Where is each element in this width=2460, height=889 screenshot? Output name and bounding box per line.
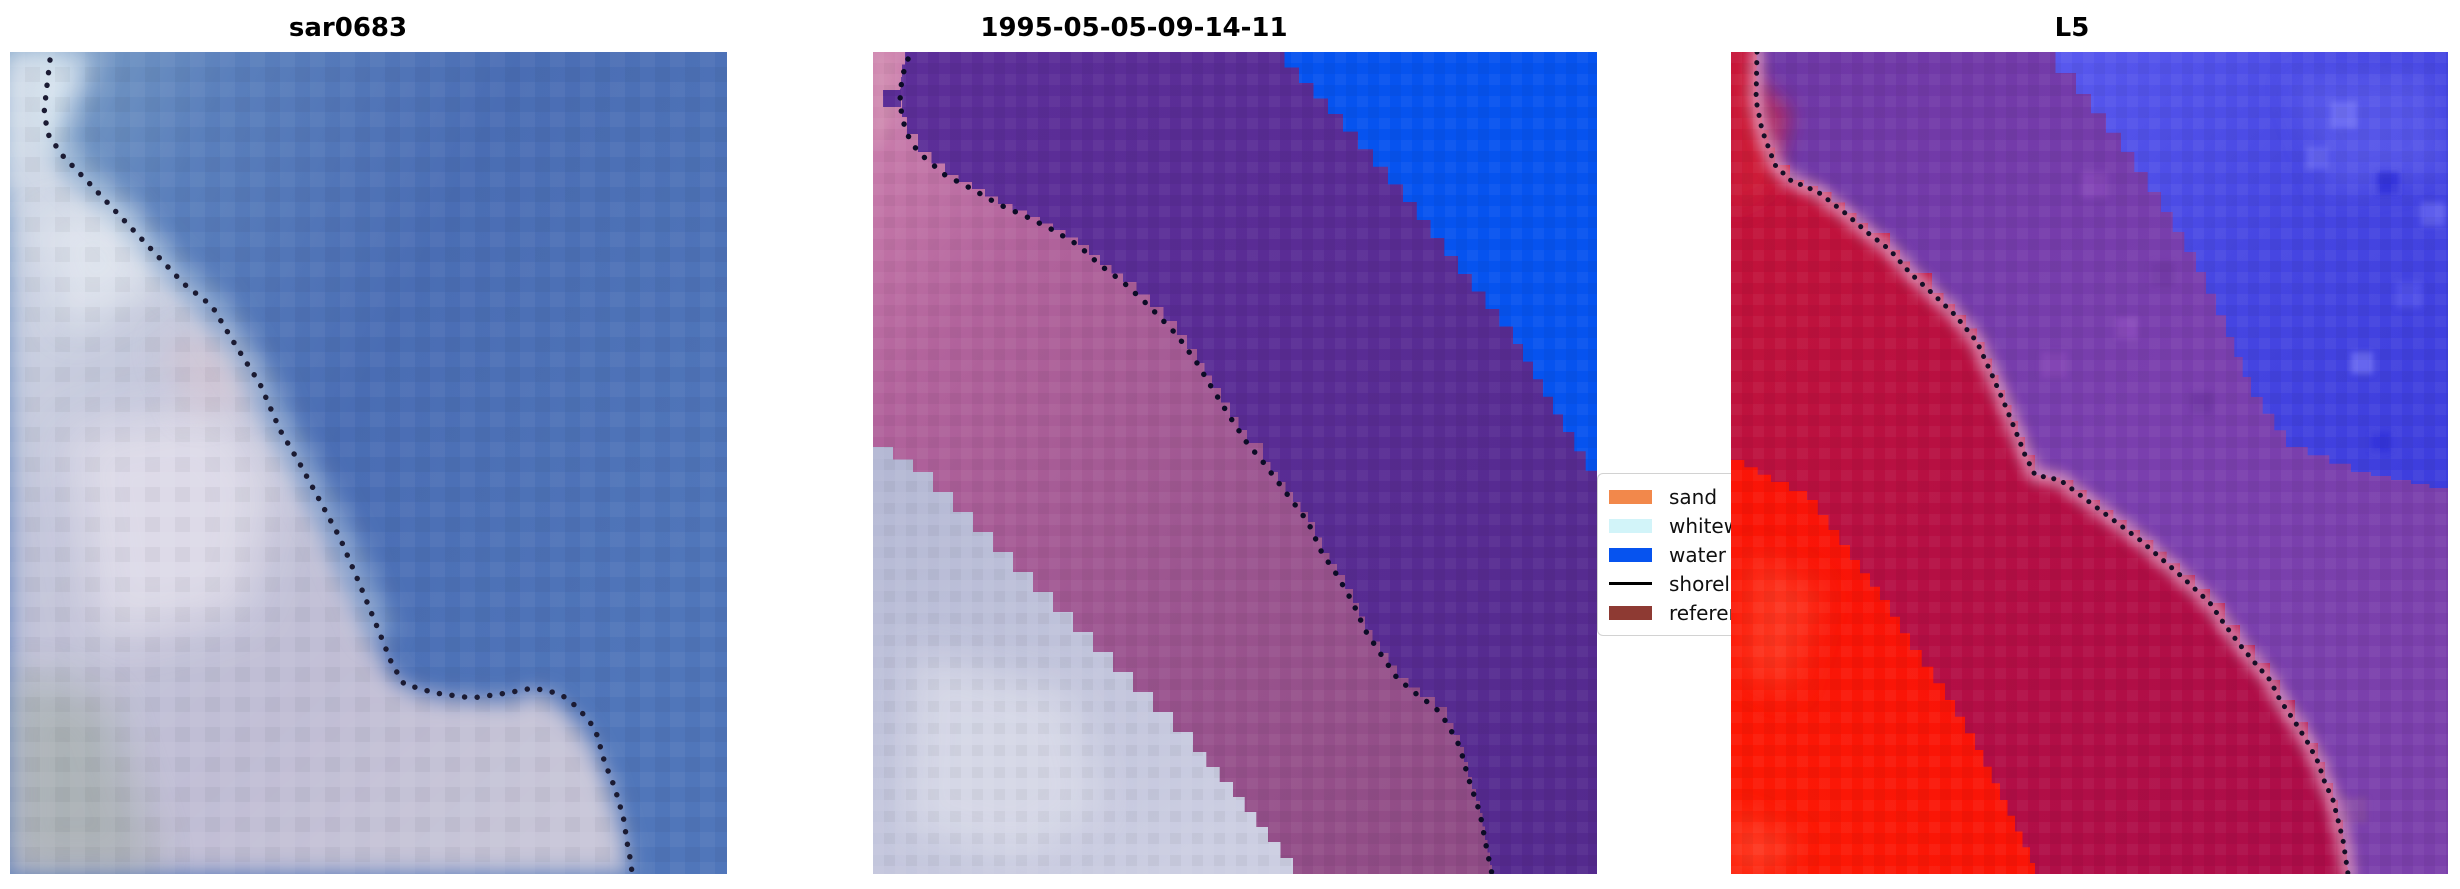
legend-label: referen bbox=[1669, 600, 1742, 625]
panel-l5-image bbox=[1731, 52, 2448, 874]
legend-label: sand bbox=[1669, 484, 1718, 509]
panel-title-classified: 1995-05-05-09-14-11 bbox=[980, 13, 1288, 43]
legend-label: water bbox=[1669, 542, 1726, 567]
panel-title-sar: sar0683 bbox=[288, 13, 408, 43]
legend-item-shoreline: shoreli bbox=[1609, 569, 1774, 598]
reference-swatch-icon bbox=[1609, 605, 1652, 620]
panel-title-l5: L5 bbox=[2054, 13, 2090, 43]
legend-label: shoreli bbox=[1669, 571, 1736, 596]
legend-item-whitewater: whitew bbox=[1609, 511, 1774, 540]
whitewater-swatch-icon bbox=[1609, 518, 1652, 533]
water-swatch-icon bbox=[1609, 547, 1652, 562]
legend-label: whitew bbox=[1669, 513, 1741, 538]
legend-item-sand: sand bbox=[1609, 482, 1774, 511]
legend-item-reference: referen bbox=[1609, 598, 1774, 627]
panel-classified-image bbox=[873, 52, 1597, 874]
legend-item-water: water bbox=[1609, 540, 1774, 569]
panel-sar-image bbox=[10, 52, 727, 874]
sand-swatch-icon bbox=[1609, 489, 1652, 504]
shoreline-line-icon bbox=[1609, 582, 1652, 585]
